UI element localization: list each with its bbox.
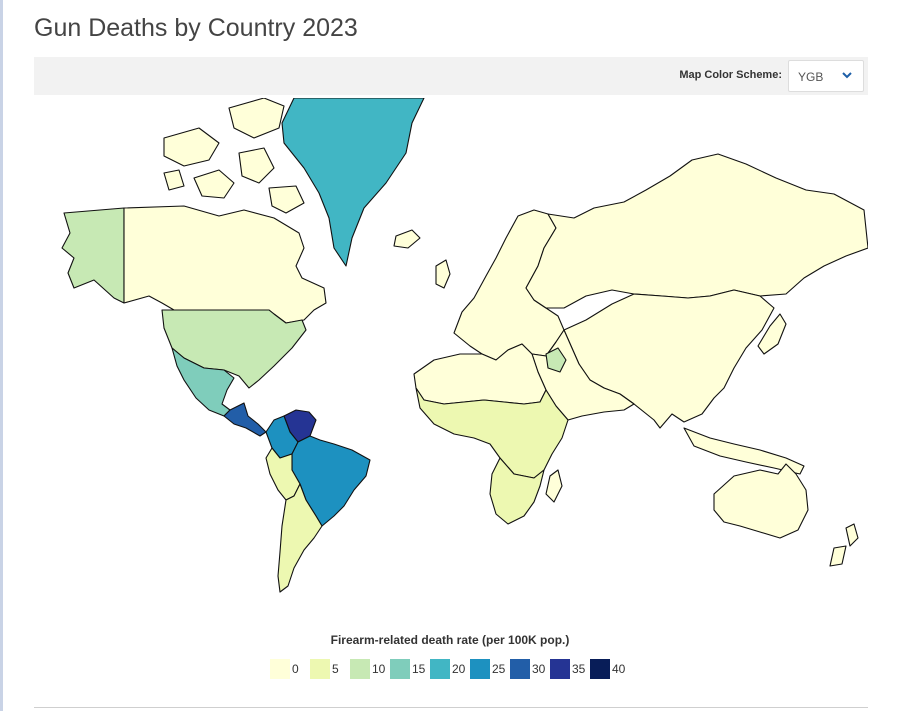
legend-item: 20 [430,659,470,679]
legend-item: 5 [310,659,350,679]
country-sub-saharan-africa[interactable] [415,387,569,479]
legend-item: 15 [390,659,430,679]
country-alaska[interactable] [61,207,125,304]
country-russia[interactable] [525,153,868,309]
color-scheme-select[interactable]: YGB [788,60,864,92]
legend-item: 35 [550,659,590,679]
legend-swatch [510,659,530,679]
world-map[interactable] [34,98,868,618]
country-central-america[interactable] [223,402,267,437]
legend-item: 25 [470,659,510,679]
country-uk[interactable] [435,259,451,289]
legend-label: 20 [452,662,466,676]
legend-label: 40 [612,662,626,676]
legend-label: 35 [572,662,586,676]
country-japan[interactable] [757,313,787,355]
country-mexico[interactable] [171,347,235,417]
country-madagascar[interactable] [545,469,563,503]
world-map-svg[interactable] [34,98,868,618]
legend-swatch [470,659,490,679]
legend-item: 40 [590,659,630,679]
country-iraq[interactable] [545,347,567,373]
legend-label: 25 [492,662,506,676]
legend-swatch [390,659,410,679]
page-title: Gun Deaths by Country 2023 [34,14,358,42]
divider [34,707,868,708]
legend-label: 10 [372,662,386,676]
window-edge [0,0,3,711]
color-scheme-label: Map Color Scheme: [679,69,782,81]
legend-item: 10 [350,659,390,679]
country-southern-africa[interactable] [489,457,545,525]
legend-swatch [550,659,570,679]
legend-item: 0 [270,659,310,679]
legend-swatch [270,659,290,679]
legend-swatch [310,659,330,679]
country-australia[interactable] [713,463,809,539]
legend-swatch [350,659,370,679]
country-greenland[interactable] [281,98,425,267]
legend-label: 15 [412,662,426,676]
country-indonesia[interactable] [683,427,805,475]
map-toolbar: Map Color Scheme: YGB [34,57,868,95]
legend-label: 0 [292,662,299,676]
legend-swatch [590,659,610,679]
chevron-down-icon [842,72,852,79]
country-iceland[interactable] [393,229,421,249]
country-canadian-arctic[interactable] [163,98,305,214]
country-southern-cone[interactable] [277,483,323,593]
legend-label: 5 [332,662,339,676]
legend-label: 30 [532,662,546,676]
color-scheme-value: YGB [798,70,824,84]
legend-swatch [430,659,450,679]
country-canada[interactable] [123,205,327,324]
country-new-zealand[interactable] [829,523,859,567]
legend-item: 30 [510,659,550,679]
legend-title: Firearm-related death rate (per 100K pop… [330,633,570,647]
